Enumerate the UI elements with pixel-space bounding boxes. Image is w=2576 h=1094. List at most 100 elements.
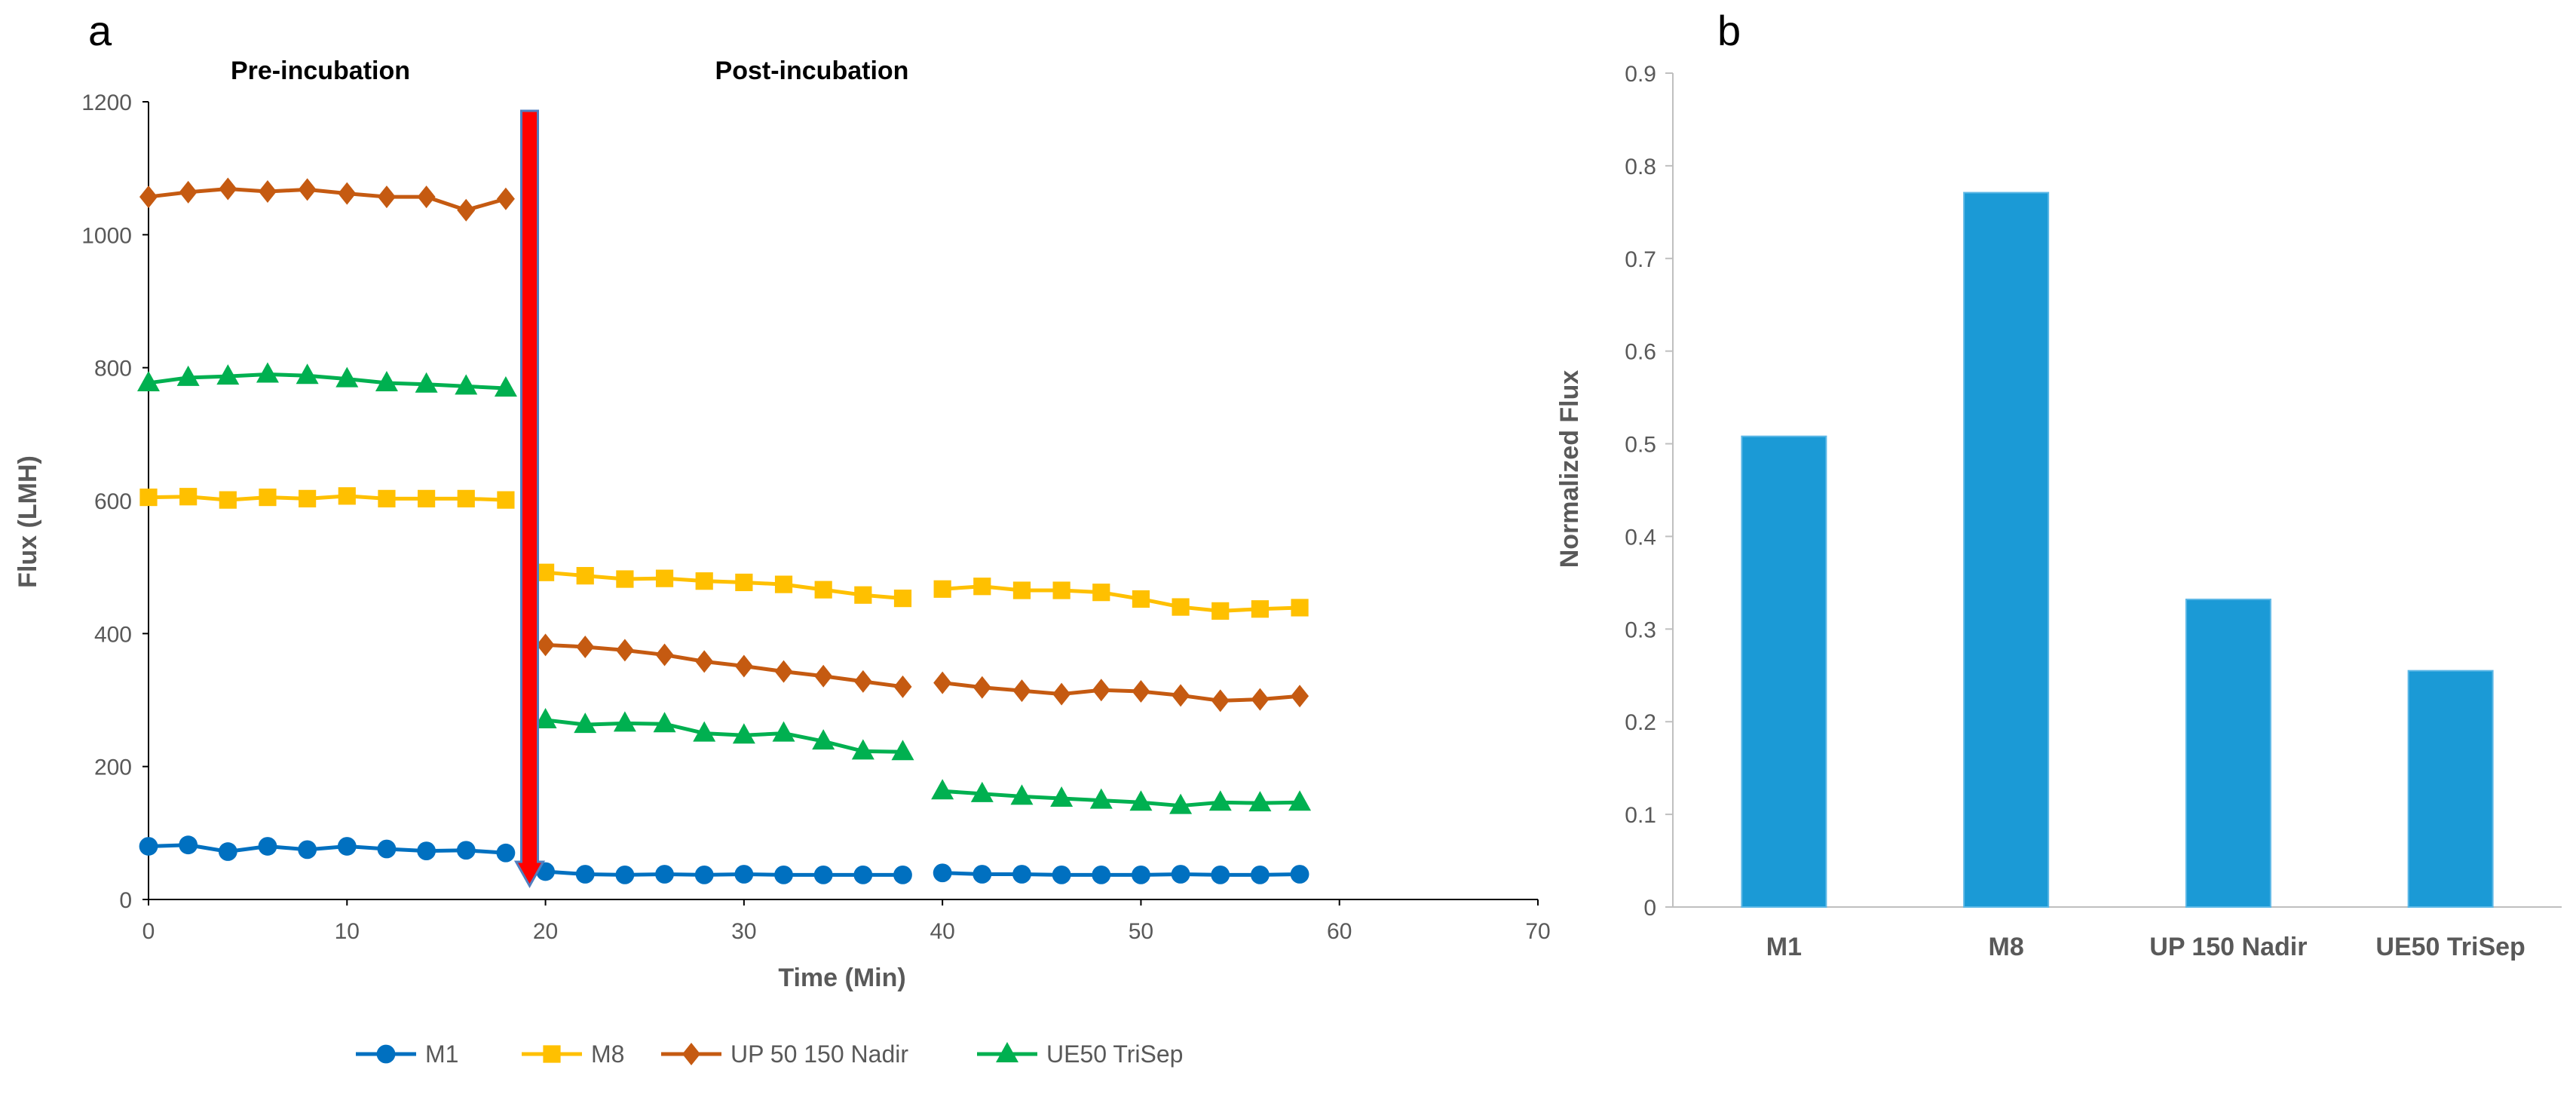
series-line — [148, 494, 506, 502]
data-point — [653, 712, 676, 733]
data-point — [494, 375, 517, 397]
data-point — [377, 185, 396, 209]
data-point — [1290, 865, 1309, 884]
x-axis-title: Time (Min) — [778, 964, 905, 992]
legend-item: M1 — [356, 1040, 458, 1068]
data-point — [774, 660, 793, 683]
series-line — [148, 372, 507, 391]
data-point — [970, 781, 994, 802]
data-point — [496, 843, 516, 863]
data-point — [931, 779, 954, 800]
data-point — [655, 865, 674, 884]
legend-label: UP 50 150 Nadir — [731, 1040, 908, 1068]
data-point — [891, 740, 914, 761]
data-point — [695, 650, 714, 673]
data-point — [216, 364, 240, 385]
y-tick-label: 0.7 — [1625, 247, 1656, 272]
series-line — [942, 871, 1300, 877]
data-point — [996, 1042, 1018, 1062]
data-point — [299, 489, 317, 507]
data-point — [1248, 791, 1272, 812]
data-point — [1052, 865, 1071, 884]
series-m8 — [139, 487, 1309, 620]
x-tick-label: 70 — [1525, 919, 1550, 944]
data-point — [457, 198, 476, 222]
data-point — [258, 180, 277, 204]
data-point — [543, 1045, 561, 1063]
y-tick-label: 0.2 — [1625, 710, 1656, 735]
data-point — [497, 491, 515, 509]
data-point — [853, 865, 873, 884]
y-axis-ticks: 0 0.1 0.2 0.3 0.4 0.5 0.6 0.7 0.8 0.9 — [1625, 62, 1673, 921]
series-ue50-trisep — [137, 362, 1312, 814]
data-point — [377, 839, 397, 859]
data-point — [1172, 598, 1190, 616]
data-point — [536, 633, 555, 657]
y-tick-label: 200 — [94, 755, 132, 780]
series-line — [942, 789, 1300, 808]
data-point — [973, 578, 991, 596]
data-point — [693, 721, 716, 742]
data-point — [1132, 865, 1150, 884]
data-point — [139, 837, 158, 856]
data-point — [615, 865, 635, 884]
data-point — [258, 837, 277, 856]
category-label: UP 150 Nadir — [2149, 933, 2307, 961]
data-point — [893, 865, 912, 884]
series-line — [545, 869, 903, 877]
y-tick-label: 0.3 — [1625, 617, 1656, 642]
data-point — [418, 489, 436, 507]
data-point — [1012, 581, 1031, 599]
data-point — [139, 185, 158, 209]
data-point — [1251, 600, 1269, 618]
data-point — [694, 865, 714, 884]
data-point — [973, 676, 991, 699]
legend-label: UE50 TriSep — [1046, 1040, 1183, 1068]
data-point — [853, 670, 872, 693]
y-tick-label: 0.8 — [1625, 155, 1656, 179]
data-point — [933, 671, 952, 694]
x-tick-label: 10 — [335, 919, 360, 944]
series-line — [148, 843, 507, 855]
data-point — [378, 489, 396, 507]
category-label: UE50 TriSep — [2375, 933, 2525, 961]
data-point — [256, 362, 279, 383]
data-point — [655, 643, 674, 667]
data-point — [813, 865, 833, 884]
data-point — [1089, 788, 1113, 809]
data-point — [219, 491, 237, 509]
y-tick-label: 0.9 — [1625, 62, 1656, 87]
data-point — [534, 707, 557, 728]
legend-item: M8 — [522, 1040, 624, 1068]
y-axis-title: Normalized Flux — [1555, 370, 1584, 568]
y-tick-label: 1000 — [81, 223, 132, 248]
data-point — [338, 487, 356, 505]
data-point — [337, 837, 357, 856]
data-point — [1211, 602, 1230, 620]
data-point — [179, 180, 198, 204]
series-line — [148, 186, 507, 213]
data-point — [1251, 688, 1270, 711]
data-point — [296, 363, 319, 385]
category-label: M8 — [1989, 933, 2024, 961]
data-point — [695, 572, 713, 590]
data-point — [933, 863, 952, 883]
data-point — [1052, 682, 1071, 706]
data-point — [536, 563, 555, 581]
data-point — [1092, 679, 1110, 702]
panel-a-line-chart: a Pre-incubation Post-incubation 0200400… — [14, 7, 1551, 1068]
bar-ue50-trisep — [2407, 670, 2494, 909]
y-tick-label: 0.5 — [1625, 433, 1656, 458]
data-point — [893, 590, 912, 608]
x-tick-label: 20 — [533, 919, 558, 944]
series-line — [545, 718, 903, 754]
data-point — [1172, 684, 1190, 707]
data-point — [1092, 865, 1111, 884]
data-point — [176, 365, 200, 386]
legend-item: UP 50 150 Nadir — [661, 1040, 908, 1068]
data-point — [259, 488, 277, 507]
data-point — [298, 840, 317, 860]
data-point — [375, 370, 398, 391]
bar-up-150-nadir — [2185, 599, 2271, 909]
y-tick-label: 400 — [94, 622, 132, 647]
